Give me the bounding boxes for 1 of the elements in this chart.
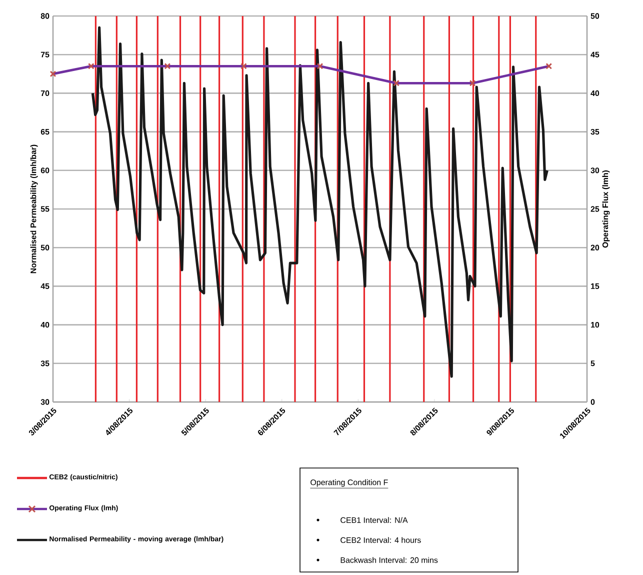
line-series [91,26,548,378]
